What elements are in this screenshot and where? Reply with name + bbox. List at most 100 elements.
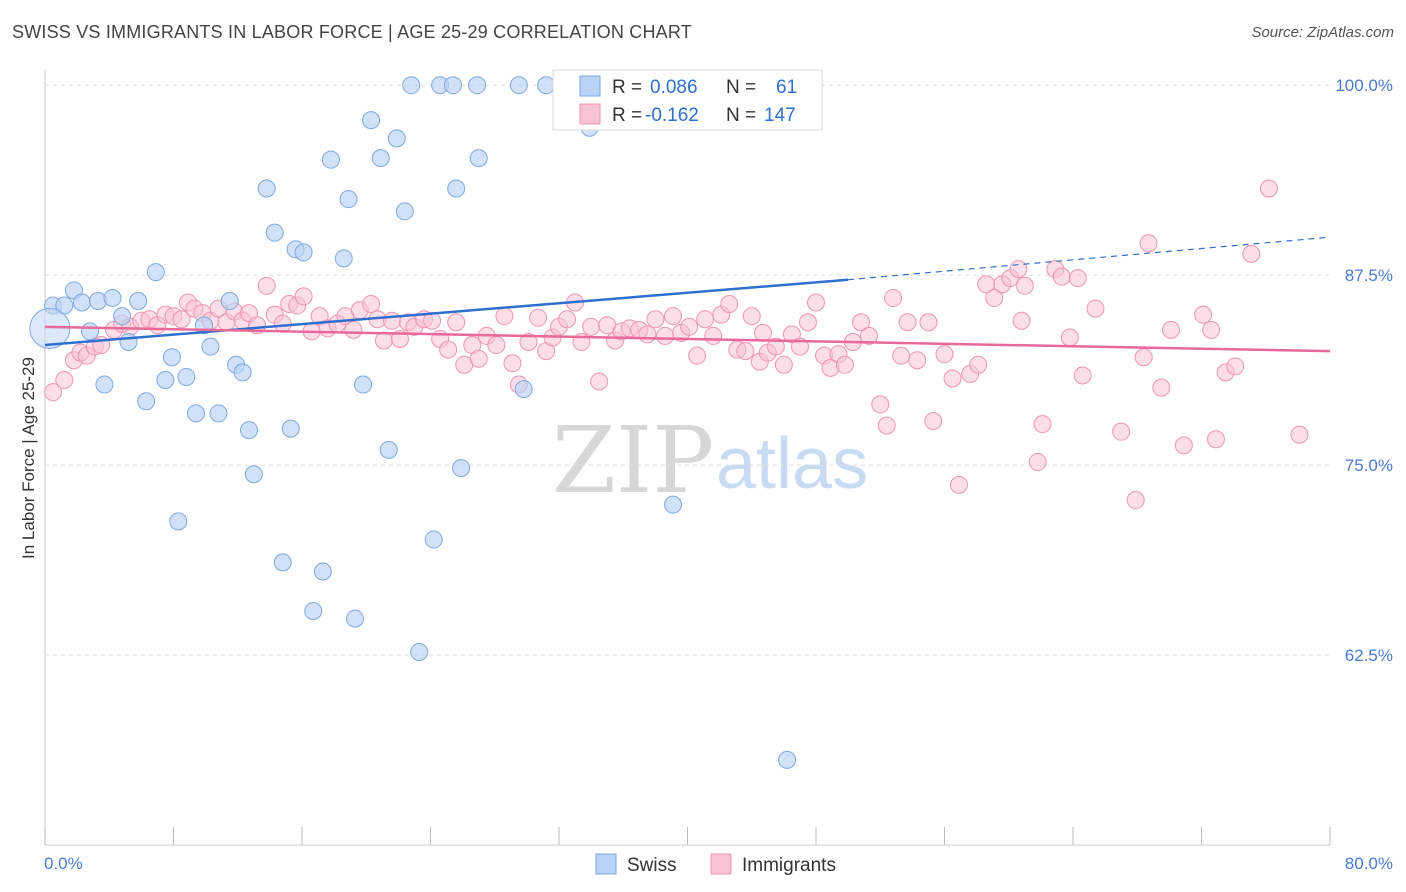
- swiss-point: [443, 76, 462, 95]
- immigrants-point: [898, 313, 917, 332]
- swiss-point: [209, 404, 228, 423]
- swiss-point: [103, 288, 122, 307]
- immigrants-point: [582, 317, 601, 336]
- y-tick-labels: 62.5% 75.0% 87.5% 100.0%: [1335, 76, 1393, 665]
- immigrants-point: [969, 355, 988, 374]
- immigrants-point: [985, 288, 1004, 307]
- immigrants-point: [273, 314, 292, 333]
- swiss-points: [29, 76, 797, 769]
- immigrants-point: [1259, 179, 1278, 198]
- swiss-point: [220, 291, 239, 310]
- chart-source: Source: ZipAtlas.com: [1251, 24, 1394, 41]
- immigrants-point: [892, 346, 911, 365]
- series-legend: Swiss Immigrants: [595, 853, 836, 876]
- immigrants-point: [558, 310, 577, 329]
- swiss-point: [514, 380, 533, 399]
- swiss-trend-extension: [848, 236, 1331, 281]
- swiss-point: [447, 179, 466, 198]
- swiss-point: [354, 375, 373, 394]
- immigrants-point: [774, 355, 793, 374]
- swiss-point: [257, 179, 276, 198]
- y-tick-label: 62.5%: [1345, 646, 1393, 665]
- legend-n-value-immigrants: 147: [764, 105, 796, 126]
- legend-r-label-immigrants: R =: [612, 105, 642, 126]
- swiss-point: [664, 495, 683, 514]
- legend-swatch-immigrants: [579, 103, 601, 125]
- immigrants-point: [362, 295, 381, 314]
- immigrants-point: [656, 326, 675, 345]
- immigrants-trend-line: [44, 325, 1331, 353]
- swiss-point: [346, 609, 365, 628]
- swiss-trend-line: [44, 278, 849, 347]
- immigrants-point: [1139, 234, 1158, 253]
- immigrants-point: [1226, 357, 1245, 376]
- swiss-point: [129, 291, 148, 310]
- immigrants-point: [696, 310, 715, 329]
- y-tick-label: 87.5%: [1345, 266, 1393, 285]
- axes: [44, 70, 1331, 846]
- bottom-legend-label-immigrants: Immigrants: [742, 855, 836, 876]
- immigrants-point: [1112, 422, 1131, 441]
- immigrants-point: [871, 395, 890, 414]
- legend-swatch-swiss: [579, 75, 601, 97]
- swiss-point: [177, 367, 196, 386]
- swiss-point: [273, 553, 292, 572]
- immigrants-point: [1152, 378, 1171, 397]
- immigrants-point: [382, 311, 401, 330]
- swiss-point: [294, 243, 313, 262]
- immigrants-point: [344, 320, 363, 339]
- swiss-point: [379, 440, 398, 459]
- immigrants-point: [1028, 453, 1047, 472]
- immigrants-point: [495, 307, 514, 326]
- y-tick-label: 100.0%: [1335, 76, 1393, 95]
- immigrants-point: [1015, 276, 1034, 295]
- immigrants-point: [753, 323, 772, 342]
- immigrants-point: [1242, 244, 1261, 263]
- immigrants-point: [1194, 305, 1213, 324]
- immigrants-point: [1012, 311, 1031, 330]
- swiss-point: [95, 375, 114, 394]
- bottom-legend-swatch-swiss: [595, 853, 617, 875]
- swiss-point: [156, 371, 175, 389]
- immigrants-point: [1086, 299, 1105, 318]
- swiss-point: [537, 76, 556, 95]
- swiss-point: [371, 149, 390, 168]
- swiss-point: [201, 337, 220, 356]
- swiss-point: [339, 190, 358, 209]
- legend-r-label-swiss: R =: [612, 77, 642, 98]
- swiss-point: [321, 150, 340, 169]
- swiss-point: [509, 76, 528, 95]
- bottom-legend-swatch-immigrants: [710, 853, 732, 875]
- watermark-atlas: atlas: [716, 424, 868, 504]
- swiss-point: [233, 363, 252, 382]
- swiss-point: [468, 76, 487, 95]
- bottom-legend-label-swiss: Swiss: [627, 855, 677, 876]
- swiss-point: [395, 202, 414, 221]
- immigrants-point: [807, 293, 825, 312]
- immigrants-point: [1052, 267, 1071, 286]
- immigrants-point: [1033, 415, 1052, 434]
- immigrants-point: [423, 311, 442, 330]
- immigrants-point: [1060, 328, 1079, 347]
- immigrants-point: [704, 326, 723, 345]
- immigrants-point: [487, 336, 506, 355]
- swiss-point: [424, 530, 443, 549]
- legend-r-value-swiss: 0.086: [650, 77, 698, 98]
- swiss-point: [146, 263, 165, 282]
- immigrants-point: [44, 383, 63, 402]
- swiss-point: [162, 348, 181, 367]
- immigrants-point: [1134, 348, 1153, 367]
- immigrants-point: [720, 295, 739, 314]
- legend-n-value-swiss: 61: [776, 77, 797, 98]
- swiss-point: [244, 465, 263, 484]
- immigrants-point: [798, 313, 817, 332]
- immigrants-point: [447, 313, 466, 332]
- immigrants-point: [529, 308, 548, 327]
- immigrants-point: [908, 351, 927, 370]
- x-tick-label: 80.0%: [1345, 854, 1393, 873]
- immigrants-point: [680, 317, 699, 336]
- swiss-point: [281, 419, 300, 438]
- swiss-point: [778, 750, 797, 769]
- y-axis-label: In Labor Force | Age 25-29: [19, 357, 38, 559]
- immigrants-point: [257, 276, 276, 295]
